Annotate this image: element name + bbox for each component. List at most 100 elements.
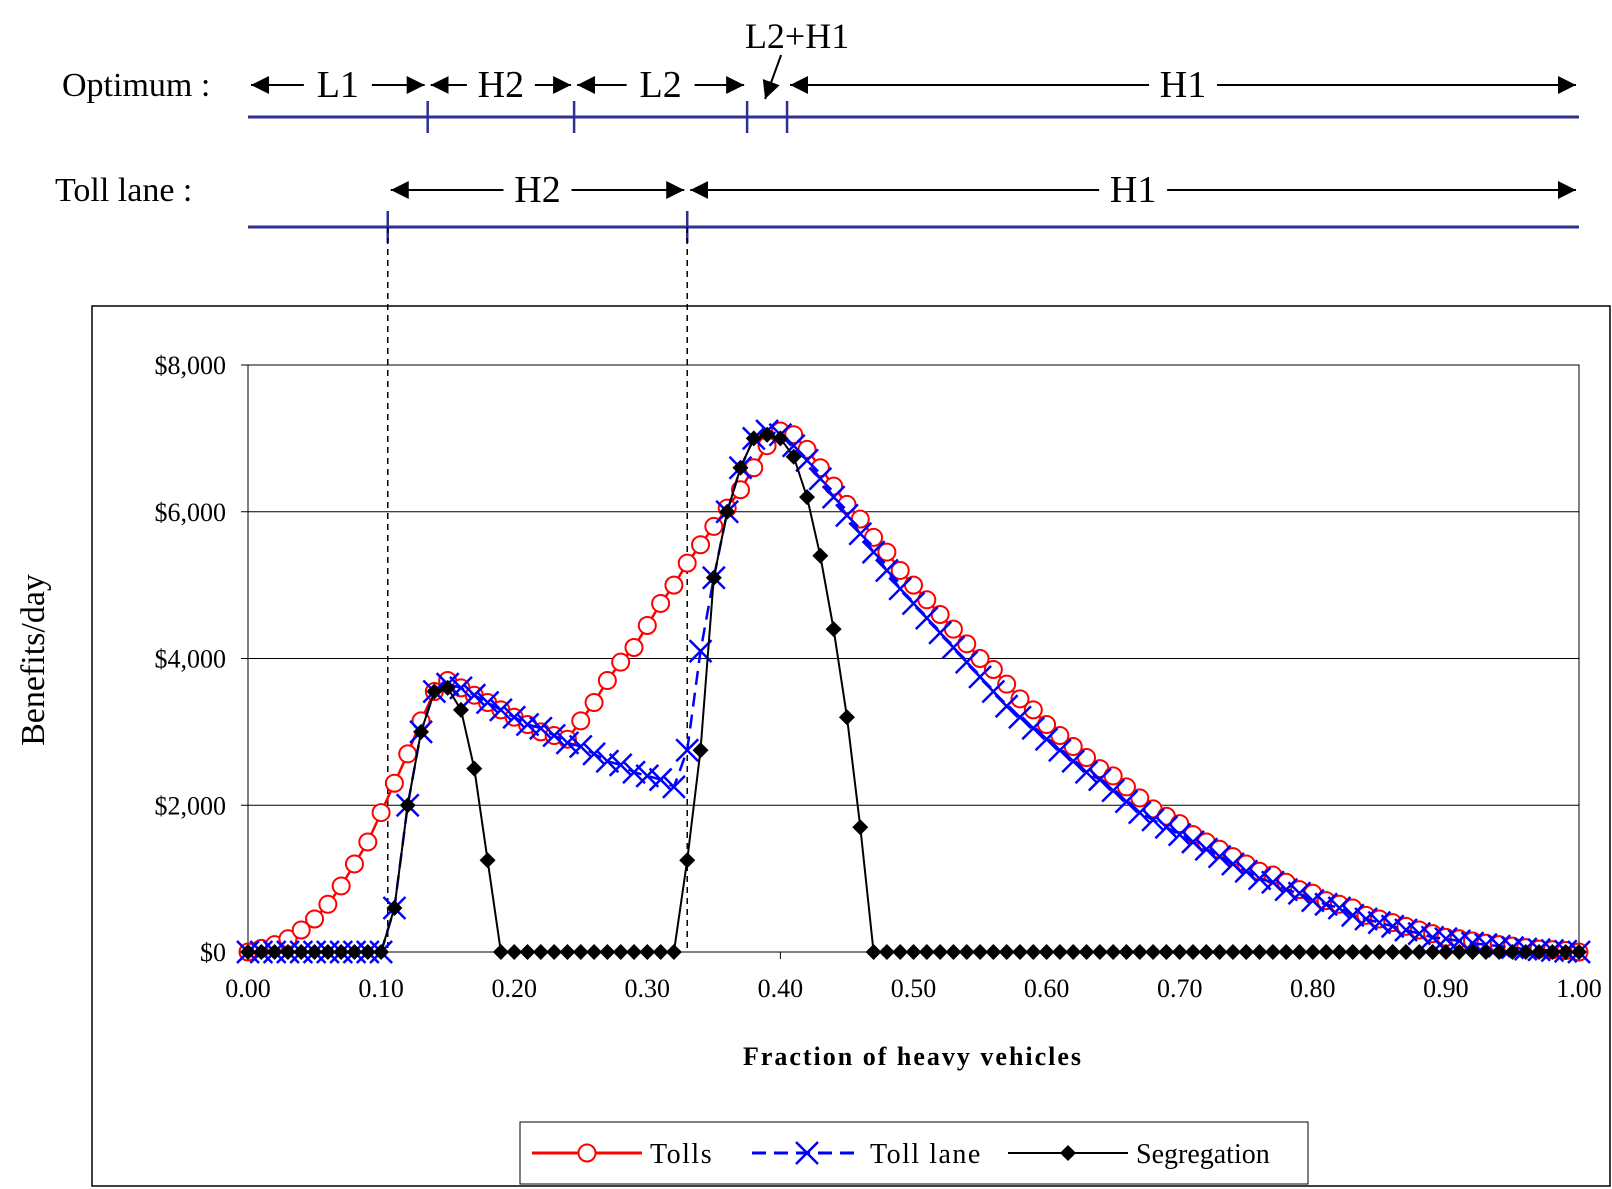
data-point <box>1517 944 1534 960</box>
x-tick-label: 0.60 <box>1024 974 1070 1003</box>
data-point <box>812 547 829 564</box>
regime-label: H2 <box>514 169 560 211</box>
data-point <box>344 854 364 874</box>
data-point <box>1221 852 1245 876</box>
data-point <box>1367 910 1392 935</box>
data-point <box>1504 944 1521 960</box>
data-point <box>994 694 1019 719</box>
data-point <box>904 575 923 595</box>
data-point <box>1065 944 1082 960</box>
data-point <box>1340 903 1365 928</box>
data-point <box>705 569 722 586</box>
x-tick-label: 0.10 <box>358 974 404 1003</box>
data-point <box>449 675 473 700</box>
data-point <box>1437 944 1454 960</box>
data-point <box>874 558 899 583</box>
data-point <box>572 944 589 960</box>
x-tick-labels: 0.00 0.10 0.20 0.30 0.40 0.50 0.60 0.70 0.80 0.90… <box>225 974 1602 1003</box>
data-point <box>719 503 736 520</box>
data-point <box>835 503 859 528</box>
data-point <box>821 485 846 509</box>
data-point <box>546 944 563 960</box>
data-point <box>745 430 762 447</box>
data-point <box>1224 944 1241 960</box>
y-tick-label: $6,000 <box>155 498 227 527</box>
regime-label: H1 <box>1110 169 1156 211</box>
data-point <box>359 944 376 960</box>
x-tick-label: 0.20 <box>491 974 537 1003</box>
data-point <box>1318 944 1335 960</box>
data-point <box>679 852 696 869</box>
data-point <box>1278 944 1295 960</box>
data-point <box>1354 907 1378 931</box>
data-point <box>877 542 897 562</box>
data-point <box>852 819 869 836</box>
data-point <box>1394 918 1418 942</box>
data-point <box>1407 921 1432 946</box>
data-point <box>1234 859 1259 884</box>
data-point <box>386 899 403 916</box>
data-point <box>998 944 1015 960</box>
data-point <box>1477 944 1494 960</box>
data-point <box>1247 866 1272 891</box>
data-point <box>808 466 833 491</box>
data-point <box>1304 944 1321 960</box>
data-point <box>784 425 804 445</box>
regime-pointer-arrow <box>762 54 783 100</box>
data-point <box>293 944 310 960</box>
data-point <box>1238 944 1255 960</box>
data-point <box>625 944 642 960</box>
regime-bar-1: Toll lane : H2 H1 <box>55 169 1579 243</box>
data-point <box>426 683 443 700</box>
data-point <box>665 944 682 960</box>
data-point <box>865 944 882 960</box>
data-point <box>1034 727 1059 752</box>
data-point <box>489 697 513 722</box>
data-point <box>306 944 323 960</box>
data-point <box>1331 944 1348 960</box>
data-point <box>1344 944 1361 960</box>
series-segregation <box>240 426 1587 960</box>
data-point <box>890 560 910 580</box>
data-point <box>1145 944 1162 960</box>
data-point <box>506 944 523 960</box>
data-point <box>652 944 669 960</box>
data-point <box>542 723 567 748</box>
data-point <box>1300 888 1325 913</box>
data-point <box>399 797 416 814</box>
data-point <box>1384 944 1401 960</box>
legend-entry: Segregation <box>1008 1139 1270 1170</box>
data-point <box>319 944 336 960</box>
data-point <box>559 944 576 960</box>
legend-label: Tolls <box>650 1139 713 1170</box>
data-point <box>1048 738 1072 763</box>
data-point <box>555 730 580 755</box>
y-tick-label: $8,000 <box>155 351 227 380</box>
data-point <box>1397 944 1414 960</box>
data-point <box>637 615 657 635</box>
data-point <box>1287 881 1312 906</box>
data-point <box>985 944 1002 960</box>
data-point <box>795 448 819 473</box>
data-point <box>475 690 500 715</box>
x-tick-label: 0.40 <box>758 974 804 1003</box>
y-tick-labels: $0 $2,000 $4,000 $6,000 $8,000 <box>155 351 227 967</box>
data-point <box>1571 944 1587 960</box>
regime-label: H1 <box>1160 64 1206 106</box>
data-point <box>648 767 673 792</box>
data-point <box>917 590 937 610</box>
data-point <box>624 637 644 657</box>
data-point <box>1127 800 1152 825</box>
data-point <box>651 593 671 613</box>
data-point <box>1557 944 1574 960</box>
data-point <box>1154 815 1179 840</box>
data-point <box>1010 689 1030 709</box>
y-tick-label: $2,000 <box>155 791 227 820</box>
data-point <box>595 749 620 774</box>
data-point <box>958 944 975 960</box>
data-point <box>662 775 686 799</box>
data-point <box>384 773 404 793</box>
data-point <box>972 944 989 960</box>
data-point <box>622 760 646 785</box>
data-point <box>1038 944 1055 960</box>
